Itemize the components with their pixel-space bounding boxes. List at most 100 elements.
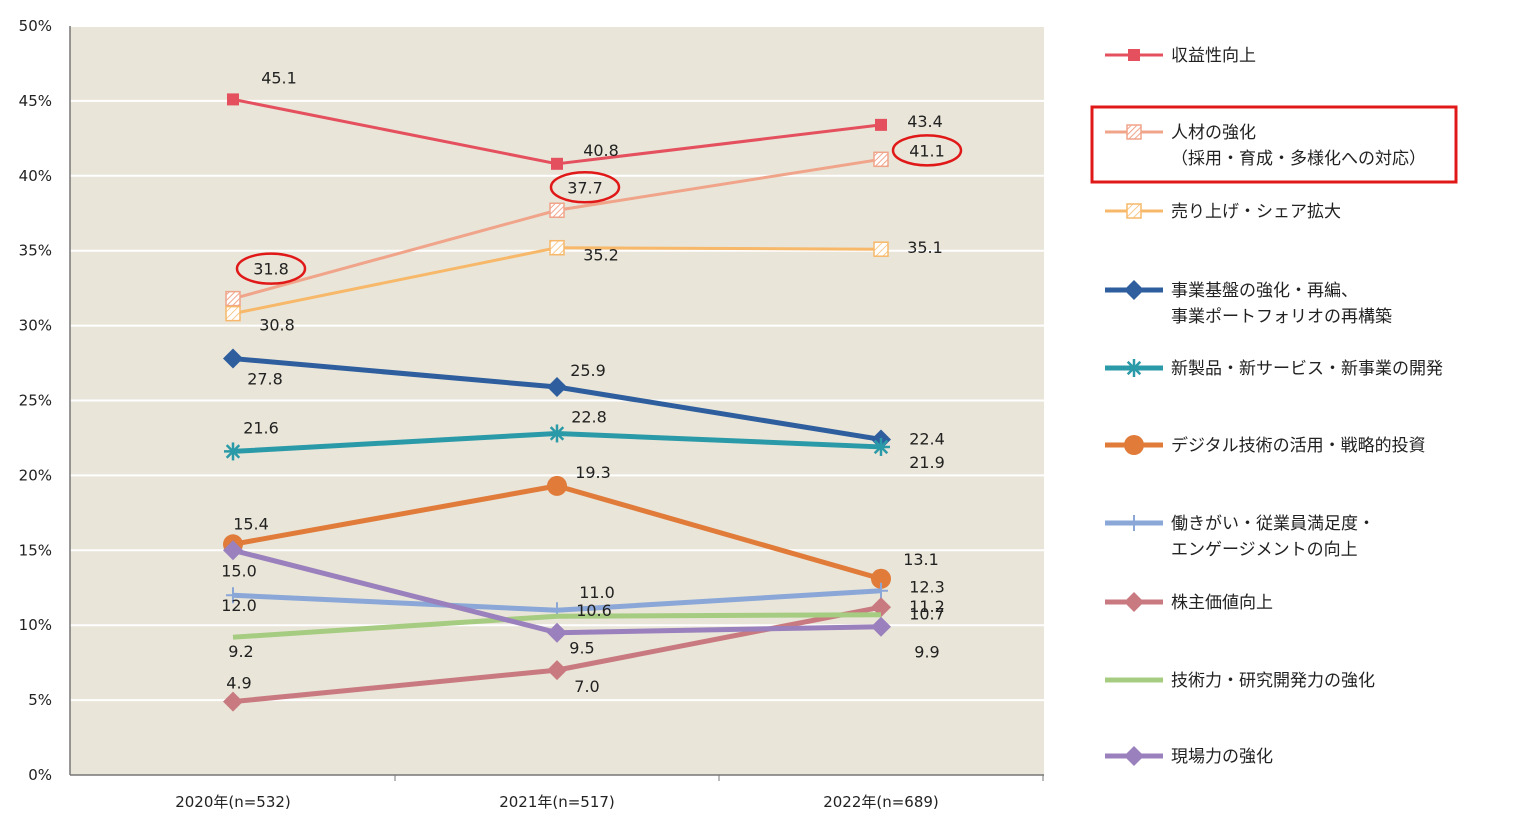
- series-marker: [549, 239, 565, 256]
- marker-shape: [223, 540, 243, 561]
- marker-shape: [223, 348, 243, 369]
- marker-stroke: [873, 439, 889, 455]
- data-label: 9.9: [914, 643, 939, 662]
- series-marker: [1124, 280, 1144, 300]
- series-marker: [1127, 515, 1141, 531]
- x-tick-label: 2020年(n=532): [175, 793, 291, 811]
- series-marker: [223, 691, 243, 712]
- y-tick-label: 45%: [19, 92, 52, 110]
- series-marker: [1124, 746, 1144, 766]
- series-marker: [1126, 203, 1142, 219]
- legend-item-6: デジタル技術の活用・戦略的投資: [1105, 435, 1426, 456]
- x-tick-label: 2022年(n=689): [823, 793, 939, 811]
- series-marker: [871, 568, 891, 589]
- series-marker: [549, 202, 565, 219]
- data-label: 12.0: [221, 596, 257, 615]
- series-marker: [872, 437, 890, 456]
- series-marker: [874, 582, 888, 599]
- marker-shape: [873, 151, 889, 168]
- marker-shape: [871, 597, 891, 618]
- marker-shape: [871, 616, 891, 637]
- legend-label: 株主価値向上: [1171, 593, 1273, 613]
- marker-shape: [1124, 435, 1144, 455]
- marker-stroke: [549, 426, 565, 441]
- data-label: 9.2: [228, 642, 253, 661]
- data-label: 21.6: [243, 418, 279, 437]
- legend-item-3: 売り上げ・シェア拡大: [1105, 202, 1341, 222]
- data-label: 15.0: [221, 561, 257, 580]
- data-label: 21.9: [909, 453, 945, 472]
- highlight-ellipse: [891, 134, 963, 167]
- series-marker: [547, 622, 567, 643]
- y-tick-label: 10%: [19, 616, 52, 634]
- series-marker: [871, 597, 891, 618]
- series-layer: [223, 93, 891, 712]
- data-label: 9.5: [569, 639, 594, 658]
- series-marker: [1128, 49, 1140, 61]
- series-marker: [547, 660, 567, 681]
- data-label: 31.8: [253, 260, 289, 279]
- marker-shape: [225, 305, 241, 322]
- series-marker: [873, 151, 889, 168]
- series-5: [224, 424, 890, 461]
- marker-stroke: [1126, 360, 1142, 376]
- legend-label: 事業ポートフォリオの再構築: [1171, 307, 1392, 327]
- series-marker: [223, 540, 243, 561]
- series-2: [225, 151, 889, 307]
- data-label: 43.4: [907, 112, 943, 131]
- marker-stroke: [225, 444, 241, 459]
- marker-shape: [227, 93, 239, 106]
- marker-shape: [547, 475, 567, 496]
- marker-shape: [1124, 746, 1144, 766]
- series-3: [225, 239, 889, 322]
- data-label: 7.0: [574, 677, 599, 696]
- series-marker: [1124, 435, 1144, 455]
- marker-shape: [549, 239, 565, 256]
- legend-label: 収益性向上: [1171, 46, 1256, 66]
- legend-highlight-box: [1090, 105, 1458, 184]
- data-label: 41.1: [909, 141, 945, 160]
- legend-item-10: 現場力の強化: [1105, 746, 1273, 767]
- y-tick-label: 15%: [19, 541, 52, 559]
- marker-shape: [1126, 203, 1142, 219]
- series-marker: [871, 616, 891, 637]
- data-label: 22.4: [909, 429, 945, 448]
- marker-shape: [547, 377, 567, 398]
- legend-label: 事業基盤の強化・再編、: [1171, 281, 1358, 301]
- legend-item-8: 株主価値向上: [1105, 592, 1273, 613]
- legend-label: 新製品・新サービス・新事業の開発: [1171, 359, 1443, 379]
- legend-item-4: 事業基盤の強化・再編、事業ポートフォリオの再構築: [1105, 280, 1392, 327]
- data-label: 35.2: [583, 246, 619, 265]
- legend-item-7: 働きがい・従業員満足度・エンゲージメントの向上: [1105, 514, 1375, 560]
- data-label: 37.7: [567, 178, 603, 197]
- data-label: 22.8: [571, 407, 607, 426]
- series-marker: [548, 424, 566, 443]
- highlight-ellipse: [235, 252, 307, 285]
- marker-shape: [547, 622, 567, 643]
- legend-item-2: 人材の強化 （採用・育成・多様化への対応）: [1105, 123, 1426, 169]
- series-marker: [223, 348, 243, 369]
- marker-shape: [1124, 592, 1144, 612]
- data-label: 11.0: [579, 583, 615, 602]
- y-tick-label: 30%: [19, 317, 52, 335]
- series-marker: [224, 442, 242, 461]
- series-7: [226, 582, 888, 619]
- series-marker: [547, 377, 567, 398]
- series-10: [223, 540, 891, 643]
- y-tick-label: 25%: [19, 392, 52, 410]
- y-tick-label: 5%: [28, 691, 52, 709]
- x-tick-label: 2021年(n=517): [499, 793, 615, 811]
- series-1: [227, 93, 887, 170]
- y-tick-label: 40%: [19, 167, 52, 185]
- y-tick-label: 50%: [19, 17, 52, 35]
- series-9: [232, 612, 882, 640]
- data-label: 19.3: [575, 463, 611, 482]
- legend-label: エンゲージメントの向上: [1171, 540, 1358, 560]
- y-tick-label: 0%: [28, 766, 52, 784]
- y-tick-label: 35%: [19, 242, 52, 260]
- series-marker: [227, 93, 239, 106]
- series-marker: [226, 587, 240, 604]
- legend-item-9: 技術力・研究開発力の強化: [1105, 671, 1375, 691]
- series-marker: [873, 241, 889, 257]
